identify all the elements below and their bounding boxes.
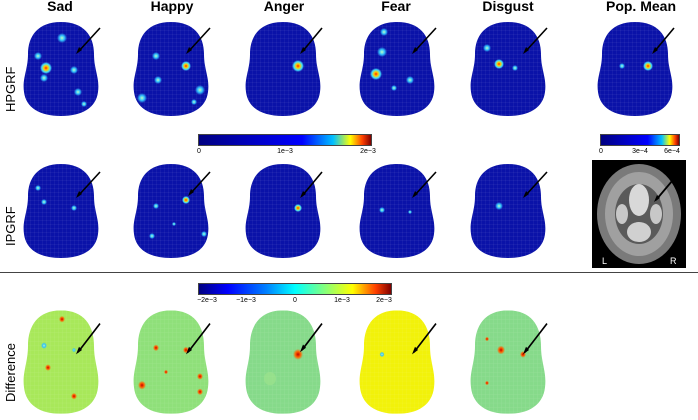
colorbar-mean-tick-0: 0	[599, 148, 603, 155]
arrow	[77, 171, 101, 197]
col-header-anger: Anger	[263, 0, 305, 14]
colorbar-main-tick-2: 2e−3	[360, 148, 376, 155]
brain-map-diff-sad	[23, 310, 101, 414]
brain-map-ipgrf-fear	[359, 164, 437, 258]
brain-map-diff-happy	[133, 310, 211, 414]
arrow	[77, 323, 101, 353]
arrow	[524, 27, 548, 53]
brain-map-hpgrf-sad	[23, 22, 101, 116]
anatomy-left-label: L	[602, 256, 608, 266]
colorbar-mean-tick-1: 3e−4	[632, 148, 648, 155]
arrow	[301, 323, 323, 351]
colorbar-diff-tick-2: 0	[293, 297, 297, 304]
arrow	[301, 171, 323, 197]
arrow	[301, 27, 323, 53]
colorbar-main	[198, 134, 372, 146]
brain-map-hpgrf-pop-mean	[597, 22, 675, 116]
arrow	[524, 171, 548, 197]
arrow	[413, 323, 437, 353]
brain-map-diff-anger	[245, 310, 323, 414]
colorbar-main-tick-1: 1e−3	[277, 148, 293, 155]
arrow	[77, 27, 101, 53]
brain-map-ipgrf-anger	[245, 164, 323, 258]
row-header-difference: Difference	[3, 342, 18, 402]
colorbar-main-tick-0: 0	[197, 148, 201, 155]
anatomical-slice	[592, 160, 686, 268]
colorbar-diff-tick-0: −2e−3	[197, 297, 217, 304]
arrow	[655, 173, 679, 201]
arrow	[653, 27, 675, 53]
colorbar-mean	[600, 134, 680, 146]
col-header-sad: Sad	[47, 0, 73, 14]
brain-map-ipgrf-disgust	[470, 164, 548, 258]
arrow	[524, 323, 548, 353]
brain-map-ipgrf-sad	[23, 164, 101, 258]
col-header-happy: Happy	[150, 0, 194, 14]
arrow	[187, 27, 211, 53]
arrow	[187, 323, 211, 353]
anatomy-right-label: R	[670, 256, 677, 266]
col-header-fear: Fear	[381, 0, 411, 14]
arrow	[413, 171, 437, 197]
brain-map-diff-disgust	[470, 310, 548, 414]
row-separator	[0, 272, 698, 273]
col-header-pop-mean: Pop. Mean	[605, 0, 676, 14]
brain-map-hpgrf-anger	[245, 22, 323, 116]
brain-map-hpgrf-disgust	[470, 22, 548, 116]
arrow	[189, 171, 211, 195]
arrow	[413, 27, 437, 53]
brain-map-hpgrf-fear	[359, 22, 437, 116]
colorbar-diff-tick-3: 1e−3	[334, 297, 350, 304]
row-header-ipgrf: IPGRF	[3, 206, 18, 246]
colorbar-diff-tick-1: −1e−3	[236, 297, 256, 304]
colorbar-mean-tick-2: 6e−4	[664, 148, 680, 155]
colorbar-diff	[198, 283, 392, 295]
brain-map-diff-fear	[359, 310, 437, 414]
col-header-disgust: Disgust	[482, 0, 534, 14]
colorbar-diff-tick-4: 2e−3	[376, 297, 392, 304]
row-header-hpgrf: HPGRF	[3, 66, 18, 113]
brain-map-hpgrf-happy	[133, 22, 211, 116]
brain-map-ipgrf-happy	[133, 164, 211, 258]
